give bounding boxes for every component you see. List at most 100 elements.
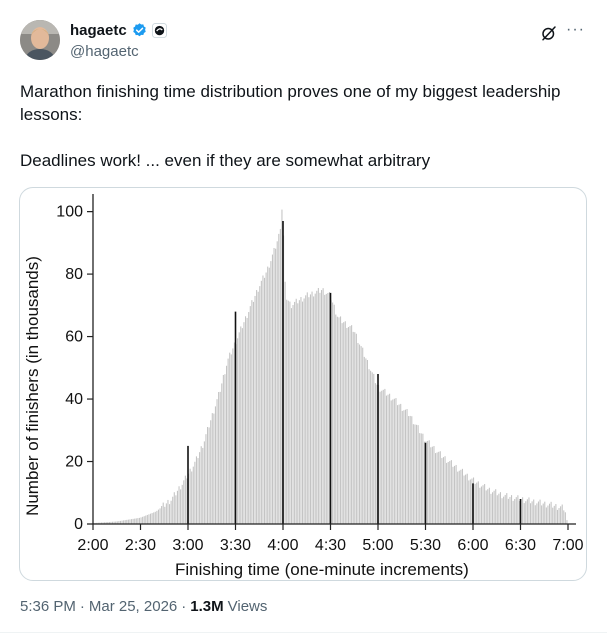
x-tick-label: 5:30 xyxy=(410,537,441,554)
histogram-bar xyxy=(523,503,525,524)
histogram-bar xyxy=(404,409,406,524)
histogram-bar xyxy=(300,297,302,524)
histogram-bar xyxy=(270,261,272,524)
avatar[interactable] xyxy=(20,20,60,60)
histogram-bar xyxy=(480,486,482,524)
histogram-bar xyxy=(229,352,231,524)
histogram-bar xyxy=(143,516,145,524)
histogram-bar xyxy=(273,248,275,524)
tweet-media-image[interactable]: 2:00 2:30 3:00 3:30 4:00 4:30 5:00 5:30 6:00 6:30… xyxy=(19,187,587,581)
histogram-bar xyxy=(265,272,267,524)
histogram-bar xyxy=(488,487,490,524)
histogram-bar xyxy=(341,323,343,524)
histogram-bar xyxy=(435,453,437,524)
histogram-bar xyxy=(227,358,229,524)
histogram-bar xyxy=(397,405,399,524)
histogram-bar xyxy=(446,462,448,524)
histogram-bar xyxy=(355,333,357,524)
histogram-bar xyxy=(243,322,245,524)
histogram-bar xyxy=(531,501,533,524)
histogram-bar xyxy=(465,474,467,524)
histogram-bar xyxy=(553,505,555,524)
histogram-bar xyxy=(423,441,425,524)
histogram-bar xyxy=(107,522,109,524)
histogram-bar xyxy=(485,490,487,524)
histogram-bar xyxy=(305,295,307,524)
histogram-bar xyxy=(359,344,361,524)
histogram-bar xyxy=(343,322,345,524)
histogram-bar xyxy=(135,518,137,524)
affiliate-badge-icon[interactable] xyxy=(151,23,167,38)
histogram-bar xyxy=(170,500,172,524)
histogram-bar xyxy=(352,331,354,524)
verified-badge-icon[interactable] xyxy=(131,22,148,39)
histogram-bar xyxy=(347,327,349,524)
histogram-bar xyxy=(506,493,508,524)
histogram-bar xyxy=(398,404,400,524)
more-options-button[interactable]: ··· xyxy=(566,21,585,38)
histogram-bar xyxy=(482,485,484,524)
tweet-time[interactable]: 5:36 PM xyxy=(20,598,76,615)
histogram-bar xyxy=(169,504,171,524)
histogram-bar xyxy=(219,391,221,524)
histogram-bar xyxy=(113,521,115,524)
histogram-bar xyxy=(336,316,338,524)
histogram-bar xyxy=(284,281,286,524)
histogram-bar xyxy=(499,492,501,524)
histogram-bar xyxy=(294,301,296,524)
histogram-bar xyxy=(159,508,161,524)
histogram-bar xyxy=(129,519,131,524)
histogram-bar xyxy=(275,248,277,524)
tweet-text: Marathon finishing time distribution pro… xyxy=(20,82,561,170)
histogram-bar xyxy=(374,383,376,524)
histogram-bar xyxy=(468,480,470,524)
histogram-bar xyxy=(477,481,479,524)
histogram-bar xyxy=(471,478,473,524)
histogram-bar xyxy=(433,446,435,524)
histogram-bar xyxy=(119,520,121,524)
histogram-bar xyxy=(127,519,129,524)
histogram-bar xyxy=(534,505,536,524)
y-axis-ticks: 0 20 40 60 80 100 xyxy=(56,204,93,533)
histogram-bar xyxy=(422,433,424,524)
histogram-bar xyxy=(349,326,351,524)
histogram-bar xyxy=(436,452,438,524)
histogram-bar xyxy=(430,447,432,524)
histogram-bar xyxy=(186,478,188,524)
tweet-date[interactable]: Mar 25, 2026 xyxy=(88,598,178,615)
histogram-bar xyxy=(140,517,142,524)
histogram-bar xyxy=(354,332,356,524)
histogram-bar xyxy=(264,277,266,524)
histogram-bar xyxy=(268,267,270,524)
histogram-bar xyxy=(104,522,106,524)
histogram-bar xyxy=(287,300,289,524)
histogram-bar xyxy=(385,395,387,524)
histogram-bar xyxy=(363,356,365,524)
histogram-bar xyxy=(411,416,413,524)
histogram-bar xyxy=(146,514,148,524)
histogram-bar xyxy=(561,504,563,524)
histogram-bar xyxy=(564,512,566,524)
histogram-bar xyxy=(232,348,234,524)
histogram-bar xyxy=(142,516,144,524)
grok-icon[interactable] xyxy=(540,24,558,42)
author-display-name[interactable]: hagaetc xyxy=(70,22,127,39)
histogram-bar xyxy=(131,519,133,524)
histogram-bar xyxy=(161,506,163,524)
histogram-bar xyxy=(515,497,517,524)
histogram-bar xyxy=(479,487,481,524)
histogram-bar xyxy=(126,519,128,524)
histogram-bar xyxy=(522,497,524,524)
histogram-bar xyxy=(110,521,112,524)
histogram-bar xyxy=(240,326,242,524)
chart-axes xyxy=(92,194,576,525)
histogram-bar xyxy=(406,409,408,524)
author-handle[interactable]: @hagaetc xyxy=(70,43,139,60)
histogram-bar xyxy=(298,300,300,524)
histogram-bar xyxy=(276,241,278,525)
histogram-bar xyxy=(324,294,326,524)
views-count: 1.3M xyxy=(190,598,224,615)
histogram-bar xyxy=(463,475,465,524)
histogram-bar xyxy=(556,509,558,524)
histogram-bar xyxy=(389,393,391,524)
